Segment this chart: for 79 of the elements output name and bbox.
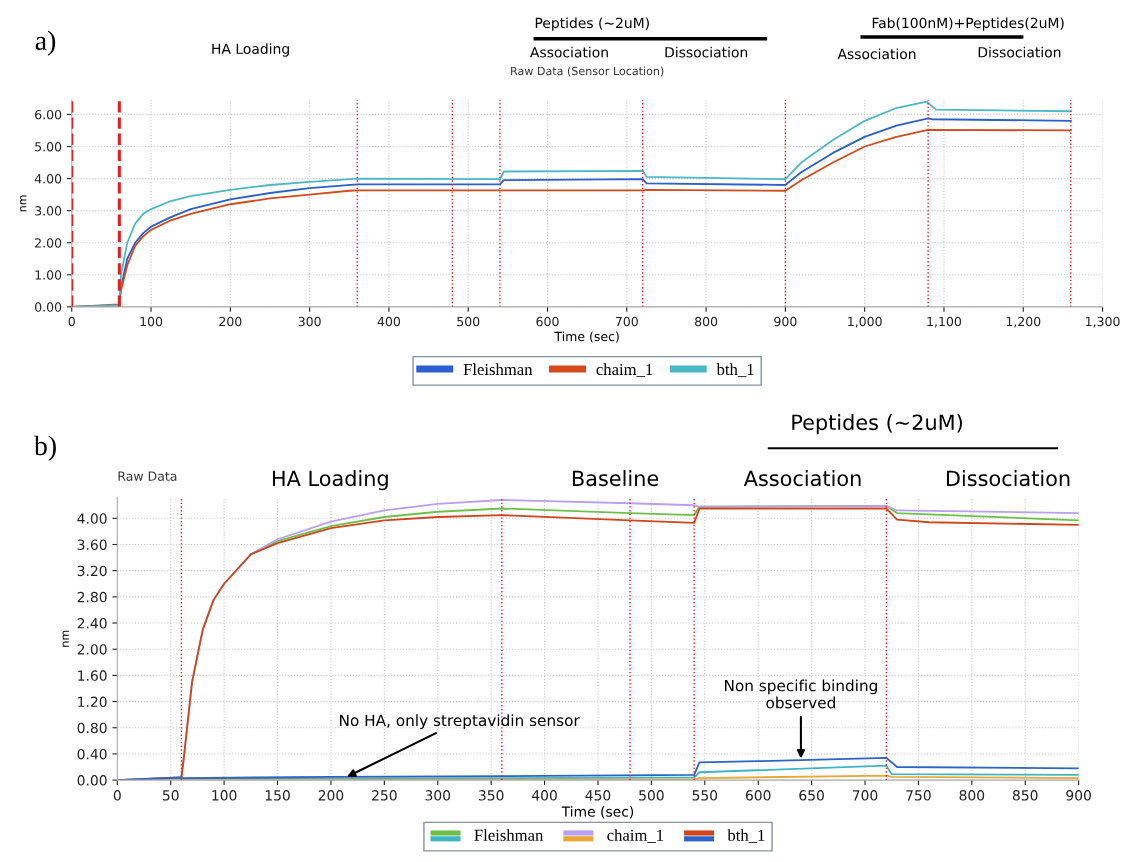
y-tick-label: 4.00 [77,513,107,524]
legend-label: Fleishman [474,829,544,841]
y-tick-label: 5.00 [35,141,62,152]
x-tick-label: 50 [162,790,179,801]
x-tick-label: 200 [219,316,242,327]
text: Dissociation [978,46,1061,58]
x-tick-label: 400 [377,316,401,327]
x-tick-label: 250 [372,790,397,801]
x-tick-label: 900 [774,316,797,327]
text: Association [530,46,608,58]
x-axis-title: Time (sec) [554,331,619,343]
x-axis-title: Time (sec) [561,806,634,819]
y-tick-label: 0.40 [77,748,107,760]
y-axis-title: nm [62,630,69,647]
y-tick-label: 2.40 [77,618,107,629]
x-tick-label: 200 [318,790,344,801]
annotation: Non specific binding observed [724,679,877,709]
y-tick-label: 6.00 [35,109,62,120]
x-tick-label: 100 [140,316,163,327]
x-tick-label: 1,200 [1006,316,1041,328]
x-tick-label: 500 [457,316,480,327]
y-tick-label: 4.00 [34,174,62,184]
text: a) [35,30,56,56]
y-tick-label: 1.00 [35,270,62,280]
x-tick-label: 900 [1066,790,1091,801]
y-tick-label: 0.00 [77,775,107,786]
x-tick-label: 800 [959,790,985,801]
x-tick-label: 400 [531,790,557,801]
x-tick-label: 600 [536,316,559,327]
y-tick-label: 3.20 [77,565,107,577]
x-tick-label: 300 [298,316,321,327]
annotation: No HA, only streptavidin sensor [340,714,580,730]
x-tick-label: 800 [695,316,718,327]
text: HA Loading [212,43,289,57]
y-axis-title: nm [20,195,27,212]
legend-label: Fleishman [463,363,533,376]
x-tick-label: 850 [1012,790,1038,801]
y-tick-label: 2.80 [77,591,107,603]
x-tick-label: 650 [799,790,824,801]
x-tick-label: 700 [852,790,878,801]
x-tick-label: 300 [425,790,451,801]
y-tick-label: 0.80 [77,722,107,734]
text: Baseline [572,470,659,487]
y-tick-label: 0.00 [35,302,62,312]
text: Peptides (~2uM) [792,414,962,435]
x-tick-label: 1,000 [848,316,882,328]
y-tick-label: 2.00 [35,238,62,248]
legend-label: bth_1 [727,829,765,843]
legend-label: chaim_1 [607,829,664,843]
text: HA Loading [272,470,388,491]
y-tick-label: 2.00 [77,644,107,655]
text: Association [837,48,916,60]
text: Peptides (~2uM) [535,17,649,31]
x-tick-label: 550 [692,790,718,801]
text: Fab(100nM)+Peptides(2uM) [872,17,1064,31]
chart-title: Raw Data (Sensor Location) [511,66,664,77]
text: b) [33,435,56,461]
text: Dissociation [946,470,1070,487]
x-tick-label: 150 [265,790,290,801]
x-tick-label: 750 [906,790,931,801]
x-tick-label: 0 [113,790,121,801]
text: Association [743,470,861,487]
text: Dissociation [665,46,748,58]
legend-label: chaim_1 [596,363,653,378]
x-tick-label: 0 [68,316,75,327]
x-tick-label: 1,100 [927,316,962,328]
y-tick-label: 1.60 [78,670,107,681]
x-tick-label: 500 [639,790,664,801]
x-tick-label: 450 [585,790,611,801]
legend-label: bth_1 [716,363,754,378]
y-tick-label: 3.60 [77,539,107,550]
x-tick-label: 700 [615,316,638,327]
x-tick-label: 1,300 [1086,316,1120,328]
x-tick-label: 600 [745,790,771,801]
chart-title: Raw Data [118,471,177,481]
y-tick-label: 3.00 [35,206,62,216]
x-tick-label: 350 [478,790,504,801]
y-tick-label: 1.20 [78,696,107,708]
x-tick-label: 100 [212,790,237,801]
